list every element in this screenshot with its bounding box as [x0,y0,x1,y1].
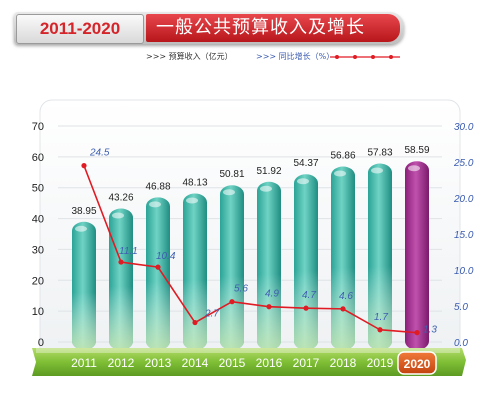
y2-tick-label: 20.0 [453,194,474,205]
y-tick-label: 0 [38,337,44,349]
growth-line [81,163,420,336]
chart-title: 一般公共预算收入及增长 [146,14,400,42]
y-tick-label: 20 [32,275,44,287]
revenue-bar-sheen [72,221,96,350]
bar-gloss [371,167,383,174]
x-tick-label: 2011 [71,356,97,370]
x-tick-label: 2014 [182,356,209,370]
revenue-value-label: 56.86 [330,151,355,162]
growth-point [303,305,309,311]
y-axis-right: 0.0 5.0 10.0 15.0 20.0 25.0 30.0 [453,122,474,349]
y-tick-label: 40 [32,214,44,226]
revenue-bar-sheen [331,166,355,350]
growth-point [81,163,87,169]
bar-gloss [149,201,161,208]
y-tick-label: 10 [32,306,44,318]
year-range-badge: 2011-2020 [16,14,144,44]
revenue-bar-sheen [109,208,133,350]
revenue-value-label: 51.92 [256,166,281,177]
growth-point [266,304,272,310]
y-axis-left: 0 10 20 30 40 50 60 70 [32,121,44,349]
growth-value-label: 11.1 [119,246,138,257]
x-axis-labels: 2011 2012 2013 2014 2015 2016 2017 2018 2019 2020 [71,351,437,375]
growth-value-label: 24.5 [89,148,110,159]
revenue-bar-sheen [294,174,318,350]
growth-point [414,330,420,336]
bar-gloss [112,212,124,219]
ribbon-highlight [36,348,460,353]
revenue-value-label: 54.37 [293,158,318,169]
revenue-value-label: 48.13 [182,177,207,188]
x-tick-label: 2019 [367,356,394,370]
growth-value-label: 1.3 [423,325,437,336]
revenue-value-label: 46.88 [145,181,170,192]
legend-line-dot [353,55,357,59]
growth-value-label: 5.6 [234,284,248,295]
growth-value-label: 4.6 [339,291,353,302]
revenue-bar [405,161,429,350]
growth-point [155,264,161,270]
y-tick-label: 50 [32,183,44,195]
y2-tick-label: 25.0 [453,158,474,169]
revenue-bar-sheen [146,197,170,350]
x-tick-label: 2018 [330,356,357,370]
legend-growth: >>> 同比增长（%） [256,52,335,61]
growth-labels: 24.5 11.1 10.4 2.7 5.6 4.9 4.7 4.6 1.7 1.3 [89,148,437,336]
revenue-value-label: 58.59 [404,145,429,156]
revenue-value-label: 43.26 [108,193,133,204]
bar-gloss [297,178,309,185]
y-tick-label: 30 [32,244,44,256]
growth-point [340,306,346,312]
bar-gloss [223,189,235,196]
x-tick-label: 2015 [219,356,246,370]
revenue-bar-sheen [368,163,392,350]
legend-line-dot [335,55,339,59]
legend-line-dot [389,55,393,59]
x-tick-label: 2016 [256,356,283,370]
growth-value-label: 4.9 [265,289,279,300]
growth-value-label: 10.4 [156,251,176,262]
bar-gloss [334,170,346,177]
x-tick-label: 2017 [293,356,320,370]
y-tick-label: 60 [32,152,44,164]
growth-value-label: 4.7 [302,290,316,301]
growth-point [192,319,198,326]
growth-point [229,299,235,305]
growth-point [118,259,124,265]
revenue-bar-sheen [220,185,244,350]
y2-tick-label: 5.0 [454,302,468,313]
x-tick-label: 2013 [145,356,172,370]
x-tick-label: 2012 [108,356,135,370]
bar-gloss [186,197,198,204]
revenue-bars [72,161,429,350]
revenue-value-label: 57.83 [367,148,392,159]
y2-tick-label: 15.0 [454,230,474,241]
growth-value-label: 1.7 [374,312,388,323]
highlight-year-badge [397,351,437,375]
category-ribbon [32,348,466,376]
legend-line-dot [371,55,375,59]
plot-panel [39,99,461,361]
x-tick-label: 2020 [404,357,431,371]
revenue-value-label: 50.81 [219,169,244,180]
y-tick-label: 70 [32,121,44,133]
bar-gloss [408,165,420,172]
bar-gloss [260,185,272,192]
growth-value-label: 2.7 [204,309,219,320]
growth-polyline [83,165,418,334]
revenue-bar-sheen [183,193,207,350]
revenue-bar-sheen [257,181,281,350]
legend-growth-swatch [330,55,400,59]
y2-tick-label: 10.0 [454,266,474,277]
x-axis-ribbon [32,348,466,376]
bar-gloss [75,225,87,232]
growth-point [377,327,383,333]
legend-revenue: >>> 预算收入（亿元） [146,52,233,61]
y2-tick-label: 30.0 [454,122,474,133]
y2-tick-label: 0.0 [454,338,468,349]
revenue-labels: 38.95 43.26 46.88 48.13 50.81 51.92 54.37 56.86… [71,145,429,217]
revenue-value-label: 38.95 [71,206,96,217]
